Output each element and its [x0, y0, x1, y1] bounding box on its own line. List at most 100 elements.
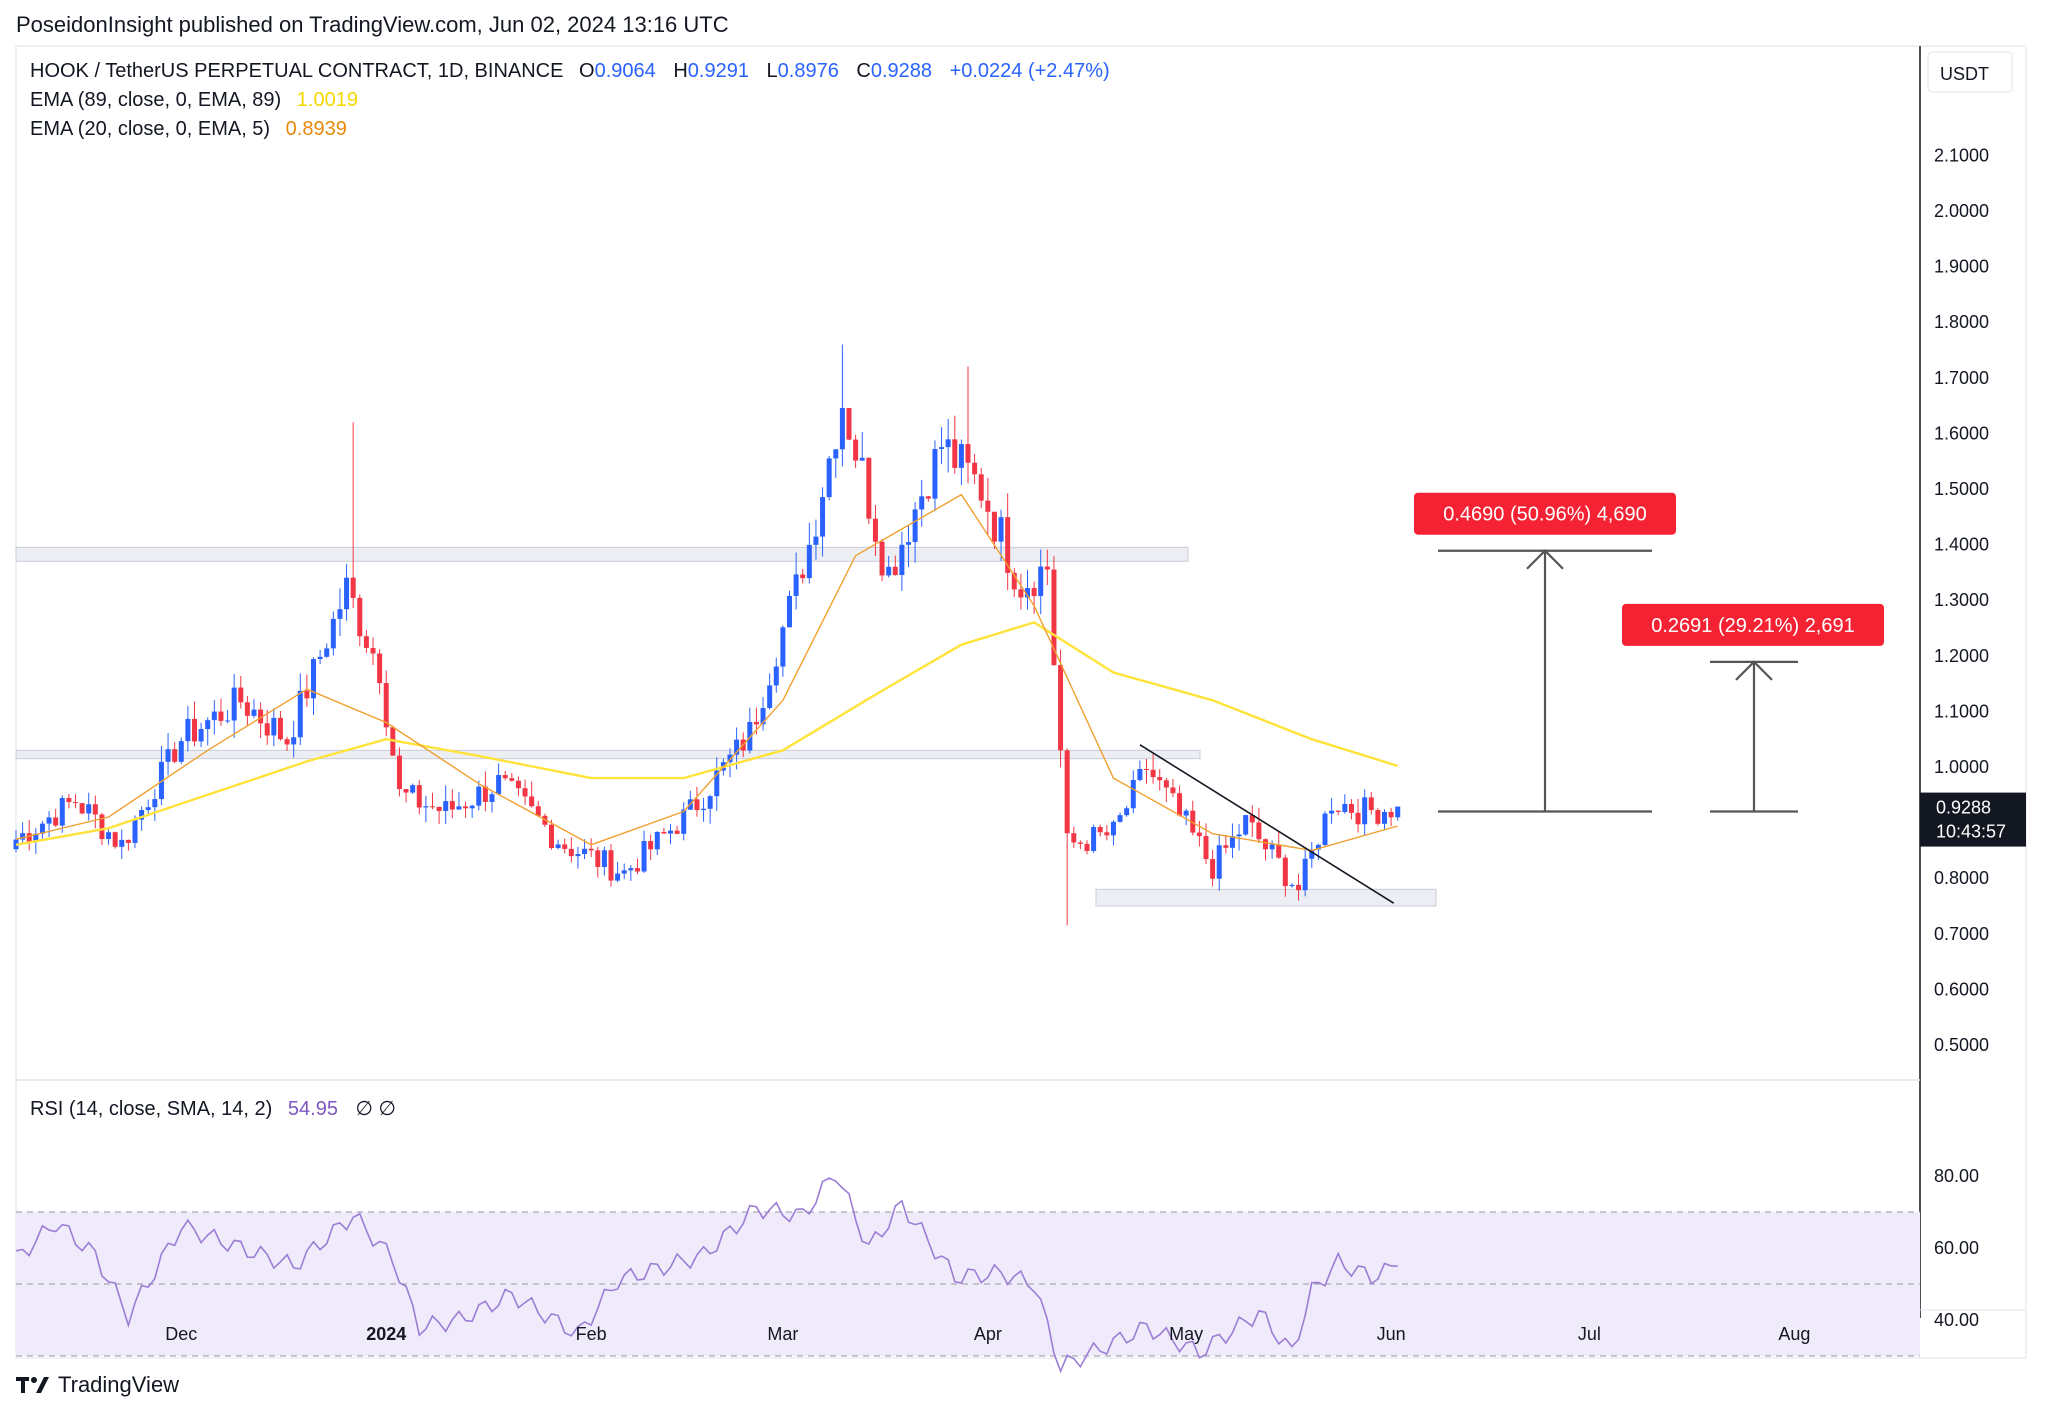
rsi-tick-label: 40.00	[1934, 1310, 1979, 1330]
candle-body	[886, 566, 892, 576]
price-tick-label: 1.3000	[1934, 590, 1989, 610]
candle-body	[1236, 834, 1242, 837]
candle-body	[59, 798, 65, 826]
candle-body	[595, 850, 601, 867]
candle-body	[846, 408, 852, 440]
ema20-legend[interactable]: EMA (20, close, 0, EMA, 5) 0.8939	[30, 118, 347, 141]
candle-body	[476, 786, 482, 806]
candle-body	[661, 831, 667, 834]
candle-body	[238, 687, 244, 703]
candle-body	[615, 873, 621, 881]
measure-label-box	[1414, 492, 1676, 535]
currency-label: USDT	[1940, 64, 1989, 84]
candle-body	[496, 775, 502, 795]
zone-support-mid	[15, 749, 1201, 760]
candle-body	[1124, 808, 1130, 816]
candle-body	[747, 721, 753, 751]
candle-body	[20, 833, 26, 840]
candle-body	[251, 709, 257, 716]
candle-body	[192, 718, 197, 742]
candle-body	[648, 841, 654, 850]
candle-body	[1044, 566, 1050, 570]
time-tick-label: 2024	[366, 1324, 406, 1344]
time-tick-label: Jun	[1377, 1324, 1406, 1344]
measure-label-text: 0.2691 (29.21%) 2,691	[1651, 615, 1855, 637]
tradingview-logo[interactable]: TradingView	[16, 1372, 179, 1398]
candle-body	[489, 794, 495, 802]
candle-body	[337, 609, 343, 619]
candle-body	[1091, 827, 1097, 851]
tradingview-logo-icon	[16, 1377, 49, 1393]
open-value: 0.9064	[594, 60, 656, 82]
candle-body	[734, 739, 740, 755]
price-tick-label: 1.8000	[1934, 312, 1989, 332]
candle-body	[218, 711, 224, 721]
candle-body	[1362, 797, 1368, 825]
candle-body	[1315, 844, 1321, 850]
candle-body	[932, 448, 938, 499]
candle-body	[172, 749, 178, 762]
candle-body	[1256, 822, 1262, 840]
candle-body	[780, 627, 786, 667]
candle-body	[1302, 858, 1308, 891]
candle-body	[965, 444, 971, 463]
candle-body	[469, 805, 475, 809]
candle-body	[1263, 839, 1268, 850]
last-price-box	[1920, 792, 2026, 847]
candle-body	[1084, 843, 1090, 851]
candle-body	[1196, 832, 1202, 837]
low-value: 0.8976	[777, 60, 839, 82]
symbol-legend[interactable]: HOOK / TetherUS PERPETUAL CONTRACT, 1D, …	[30, 60, 1110, 83]
candle-body	[1223, 845, 1229, 848]
zones-layer	[15, 546, 1437, 907]
candle-body	[33, 833, 39, 842]
candle-body	[304, 690, 310, 699]
candle-body	[939, 447, 945, 449]
candle-body	[515, 780, 521, 789]
candle-body	[813, 536, 819, 545]
tradingview-logo-text: TradingView	[58, 1372, 180, 1397]
candle-body	[324, 648, 330, 657]
candle-body	[370, 647, 376, 654]
candle-body	[773, 666, 779, 686]
candle-body	[1368, 797, 1374, 811]
candle-body	[271, 717, 277, 736]
candle-body	[1157, 777, 1163, 781]
candle-body	[277, 717, 283, 740]
close-label: C	[856, 60, 871, 82]
candle-body	[1011, 572, 1017, 590]
rsi-pane	[15, 1177, 1920, 1374]
last-price-value: 0.9288	[1936, 798, 1991, 818]
candle-body	[879, 541, 885, 576]
candle-body	[198, 729, 204, 742]
measure-label-text: 0.4690 (50.96%) 4,690	[1443, 504, 1647, 526]
rsi-legend[interactable]: RSI (14, close, SMA, 14, 2) 54.95 ∅ ∅	[30, 1096, 396, 1121]
close-value: 0.9288	[870, 60, 932, 82]
candle-body	[1077, 842, 1083, 844]
candle-body	[753, 721, 759, 725]
ema89-value: 1.0019	[296, 89, 358, 111]
candle-body	[1296, 884, 1302, 891]
candle-body	[350, 577, 356, 598]
candle-body	[185, 718, 191, 742]
time-tick-label: Feb	[576, 1324, 607, 1344]
candle-body	[1110, 821, 1116, 836]
change-value: +0.0224 (+2.47%)	[949, 60, 1110, 82]
candle-body	[1163, 780, 1169, 788]
candle-body	[264, 723, 270, 736]
candle-body	[1144, 769, 1149, 771]
currency-box[interactable]	[1927, 51, 2013, 93]
candle-body	[958, 444, 964, 468]
ema89-legend[interactable]: EMA (89, close, 0, EMA, 89) 1.0019	[30, 89, 358, 112]
low-label: L	[766, 60, 778, 82]
candle-body	[853, 439, 859, 461]
candle-body	[39, 823, 45, 834]
candle-body	[668, 830, 673, 834]
candle-body	[73, 802, 78, 804]
price-tick-label: 0.6000	[1934, 979, 1989, 999]
candle-body	[99, 814, 105, 840]
candle-body	[383, 683, 389, 728]
candle-body	[430, 806, 435, 808]
publish-line: PoseidonInsight published on TradingView…	[16, 12, 729, 37]
